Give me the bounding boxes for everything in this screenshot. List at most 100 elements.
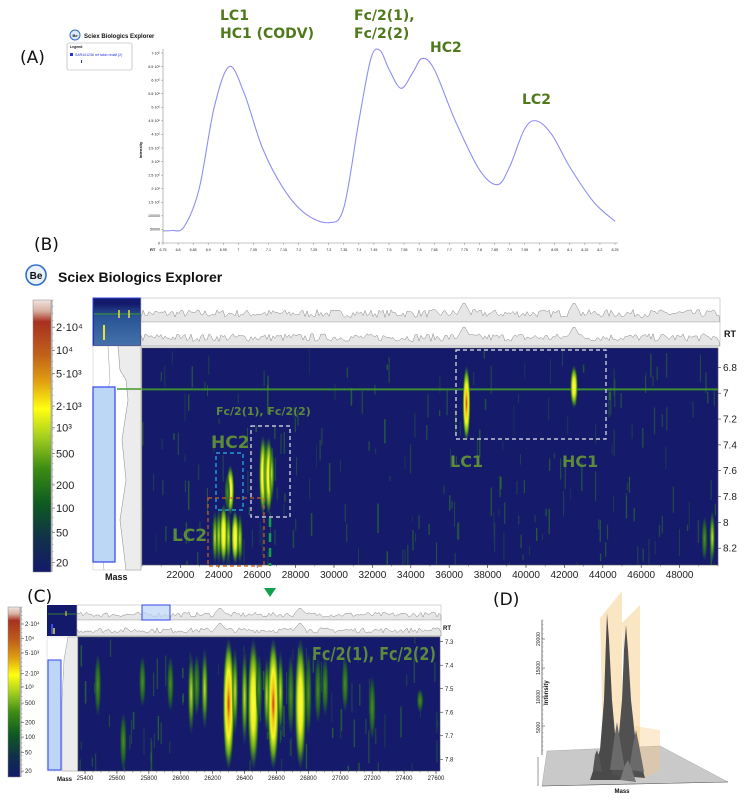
heatmap-spot[interactable]	[222, 637, 235, 771]
y-tick-label: 7.8	[445, 757, 454, 763]
heatmap-spot[interactable]	[294, 637, 307, 771]
legend: Legend SAR441236 ref fabio redall (2)	[66, 42, 133, 71]
fc-box	[250, 425, 291, 518]
heatmap-spot[interactable]	[701, 515, 708, 562]
rt-range-selection-c[interactable]	[47, 659, 62, 771]
colorbar-label: 5·10³	[25, 651, 39, 657]
heatmap-spot[interactable]	[268, 444, 275, 503]
x-tick-label: 24000	[205, 570, 233, 581]
x-tick-label: 7.6	[417, 248, 422, 252]
heatmap-spot[interactable]	[570, 364, 578, 409]
z-tick-label: 5000	[536, 722, 542, 733]
y-tick-label: 50000	[150, 228, 160, 232]
heatmap-spot[interactable]	[416, 688, 424, 713]
heatmap-spot[interactable]	[187, 651, 195, 736]
mass-range-selection[interactable]	[141, 604, 171, 621]
heatmap-spot[interactable]	[241, 646, 249, 748]
heatmap-marks	[79, 637, 439, 771]
heatmap-spot[interactable]	[709, 509, 716, 565]
y-tick-label: 7.6	[723, 466, 737, 477]
y-tick-label: 7.7	[445, 734, 454, 740]
heatmap-spot[interactable]	[236, 512, 243, 565]
y-tick-label: 3·10⁵	[151, 160, 160, 164]
mass-trace	[140, 303, 721, 323]
y-tick-label: 7.5	[445, 687, 454, 693]
colorbar-label: 2·10⁴	[25, 621, 40, 628]
heatmap-spot[interactable]	[267, 637, 280, 771]
heatmap-spot[interactable]	[224, 473, 231, 513]
x-tick-label: 26000	[172, 776, 189, 782]
x-tick-label: 38000	[474, 570, 502, 581]
legend-cursor	[81, 60, 82, 63]
x-tick-label: 8.2	[597, 248, 602, 252]
heatmap-spot[interactable]	[94, 653, 102, 717]
annotation-lc2: LC2	[172, 526, 207, 546]
y-tick-label: 3.5·10⁵	[148, 146, 160, 150]
heatmap-spot[interactable]	[462, 364, 471, 443]
heatmap-spot[interactable]	[231, 646, 239, 736]
heatmap-spot[interactable]	[368, 674, 376, 741]
heatmap-spot[interactable]	[341, 655, 349, 713]
mass-trace-panels	[140, 297, 721, 347]
colorbar-gradient	[32, 299, 52, 573]
heatmap-c[interactable]: 25400 25600 25800 26000 26200 26400 26600 26800…	[77, 636, 454, 797]
colorbar-gradient	[7, 606, 21, 778]
mass-trace	[140, 327, 721, 347]
peak-annotation: HC2	[430, 40, 462, 56]
colorbar-label: 50	[56, 527, 68, 539]
x-tick-label: 6.95	[220, 248, 227, 252]
heatmap-spot[interactable]	[287, 653, 295, 736]
z-tick-label: 10000	[536, 690, 542, 704]
rt-range-selection[interactable]	[92, 386, 116, 563]
legend-entry[interactable]: SAR441236 ref fabio redall (2)	[75, 53, 122, 57]
overview-thumbnail[interactable]	[92, 297, 142, 347]
heatmap-b[interactable]: 22000 24000 26000 28000 30000 32000 34000 36000…	[141, 347, 737, 589]
legend-title: Legend	[70, 45, 82, 49]
heatmap-spot[interactable]	[201, 646, 209, 732]
peak-annotation: Fc/2(1),	[354, 8, 415, 24]
x-tick-label: 34000	[397, 570, 425, 581]
y-tick-label: 8	[723, 518, 729, 529]
x-tick-label: 7.35	[340, 248, 347, 252]
x-tick-label: 6.9	[206, 248, 211, 252]
y-tick-label: 1.5·10⁵	[148, 201, 160, 205]
x-tick-label: 7.2	[296, 248, 301, 252]
series-line	[162, 48, 616, 232]
x-tick-label: 44000	[589, 570, 617, 581]
x-tick-label: 8.15	[581, 248, 588, 252]
colorbar-c: 2·10⁴ 10⁴ 5·10³ 2·10³ 10³ 500 200 100 50 20	[7, 606, 40, 778]
x-tick-label: 8.25	[612, 248, 619, 252]
x-tick-label: 40000	[512, 570, 540, 581]
overview-thumbnail-c[interactable]	[47, 605, 77, 636]
y-tick-label: 100000	[148, 214, 160, 218]
x-tick-label: 8.05	[551, 248, 558, 252]
y-tick-label: 5·10⁵	[151, 106, 160, 110]
peak-annotation: LC1	[220, 8, 249, 24]
heatmap-spot[interactable]	[166, 655, 174, 713]
x-tick-label: 7	[237, 248, 239, 252]
rt-axis-title: RT	[724, 329, 736, 339]
heatmap-spot[interactable]	[119, 712, 127, 771]
heatmap-spot[interactable]	[314, 655, 322, 724]
heatmap-spot[interactable]	[138, 655, 146, 708]
heatmap-spot[interactable]	[276, 648, 284, 736]
heatmap-spot[interactable]	[304, 651, 312, 736]
peak-minor-1	[610, 722, 625, 770]
heatmap-spot[interactable]	[225, 509, 232, 565]
x-tick-label: 30000	[320, 570, 348, 581]
colorbar-label: 20	[56, 557, 68, 569]
x-tick-label: 7.95	[521, 248, 528, 252]
x-tick-label: 42000	[550, 570, 578, 581]
colorbar-label: 10⁴	[25, 636, 35, 643]
heatmap-spot[interactable]	[321, 655, 329, 717]
heatmap-frame	[77, 636, 441, 772]
panel-a: (A) Be Sciex Biologics Explorer Legend S…	[20, 8, 619, 252]
heatmap-spot[interactable]	[193, 653, 201, 717]
y-tick-label: 7.3	[445, 640, 454, 646]
heatmap-spot[interactable]	[231, 509, 240, 565]
heatmap-spot[interactable]	[255, 653, 263, 724]
heatmap-spot[interactable]	[219, 503, 228, 565]
panel-c: (C) 2·10⁴ 10⁴ 5·10³ 2·10³ 10³ 500 200 100 50 20 R…	[7, 587, 454, 797]
x-tick-label: 27400	[396, 776, 413, 782]
intensity-axis-title: Intensity	[544, 680, 550, 705]
